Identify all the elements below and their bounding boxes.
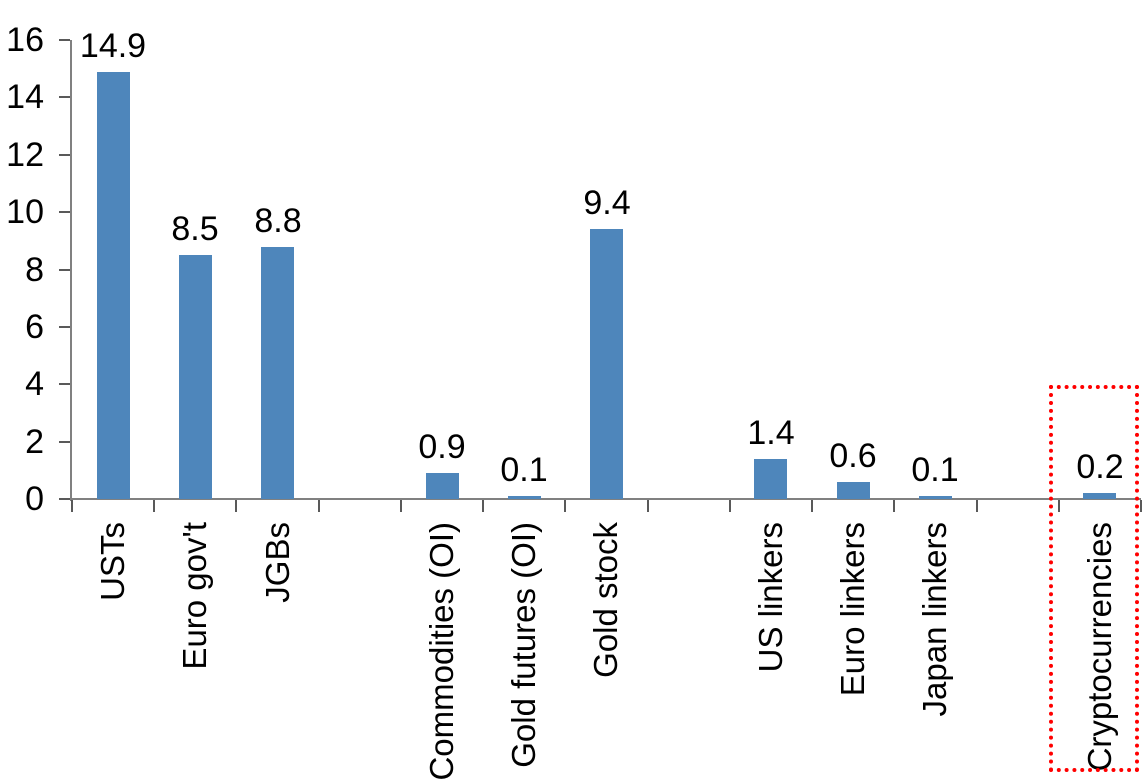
bar-value-label: 9.4 [583,184,631,222]
bar-value-label: 14.9 [79,27,147,65]
y-axis-tick [59,154,70,156]
category-label: Gold futures (OI) [505,522,543,768]
category-label: Commodities (OI) [422,522,460,780]
x-axis-tick [564,500,566,512]
y-axis-tick [59,269,70,271]
y-axis-tick [59,383,70,385]
x-axis-tick [1140,500,1142,512]
y-axis-tick [59,39,70,41]
y-axis-line [70,40,72,501]
bar-value-label: 1.4 [747,414,795,452]
category-slot: USTs [72,522,154,601]
y-axis-tick-label: 14 [6,78,44,116]
bar-value-label: 0.1 [500,451,548,489]
bar [426,473,459,499]
bar [261,247,294,499]
x-axis-tick [893,500,895,512]
y-axis-tick-label: 4 [25,365,44,403]
y-axis-tick [59,498,70,500]
y-axis-tick-label: 12 [6,136,44,174]
bar [508,496,541,499]
category-slot: Euro gov't [154,522,236,670]
bar [837,482,870,499]
bar [97,72,130,499]
y-axis-tick-label: 0 [25,480,44,518]
bar-value-label: 0.1 [911,451,959,489]
category-slot: US linkers [730,522,812,672]
x-axis-line [70,498,1141,500]
category-label: US linkers [751,522,789,673]
category-label: Euro gov't [176,522,214,670]
y-axis-tick [59,96,70,98]
category-label: Japan linkers [916,522,954,717]
category-label: JGBs [258,522,296,603]
y-axis-tick-label: 10 [6,193,44,231]
y-axis-tick-label: 16 [6,21,44,59]
y-axis-tick [59,441,70,443]
x-axis-tick [811,500,813,512]
category-slot: Gold futures (OI) [483,522,565,768]
category-slot: Euro linkers [812,522,894,696]
bar-value-label: 0.2 [1076,448,1124,486]
y-axis-tick-label: 2 [25,423,44,461]
x-axis-tick [729,500,731,512]
bar-value-label: 8.5 [171,210,219,248]
bar-value-label: 0.9 [418,428,466,466]
x-axis-tick [1058,500,1060,512]
bar [1083,493,1116,499]
bar [590,229,623,499]
bar [754,459,787,499]
x-axis-tick [976,500,978,512]
category-label-row: USTs Euro gov't JGBs Commodities (OI) Gold f… [72,522,1141,780]
bar-value-label: 0.6 [829,437,877,475]
category-slot: Gold stock [565,522,647,678]
category-label: USTs [94,522,132,601]
category-slot: Japan linkers [894,522,976,716]
x-axis-tick [153,500,155,512]
bar [179,255,212,499]
y-axis-tick [59,211,70,213]
category-label: Euro linkers [834,522,872,697]
bar [919,496,952,499]
category-slot: Commodities (OI) [401,522,483,780]
category-slot: JGBs [236,522,318,603]
category-label: Gold stock [587,522,625,678]
x-axis-tick [400,500,402,512]
bar-value-label: 8.8 [254,202,302,240]
y-axis-tick-label: 8 [25,251,44,289]
y-axis-tick [59,326,70,328]
x-axis-tick [71,500,73,512]
x-axis-tick [482,500,484,512]
x-axis-tick [318,500,320,512]
highlight-box [1049,385,1139,772]
y-axis-tick-label: 6 [25,308,44,346]
x-axis-tick [647,500,649,512]
x-axis-tick [235,500,237,512]
